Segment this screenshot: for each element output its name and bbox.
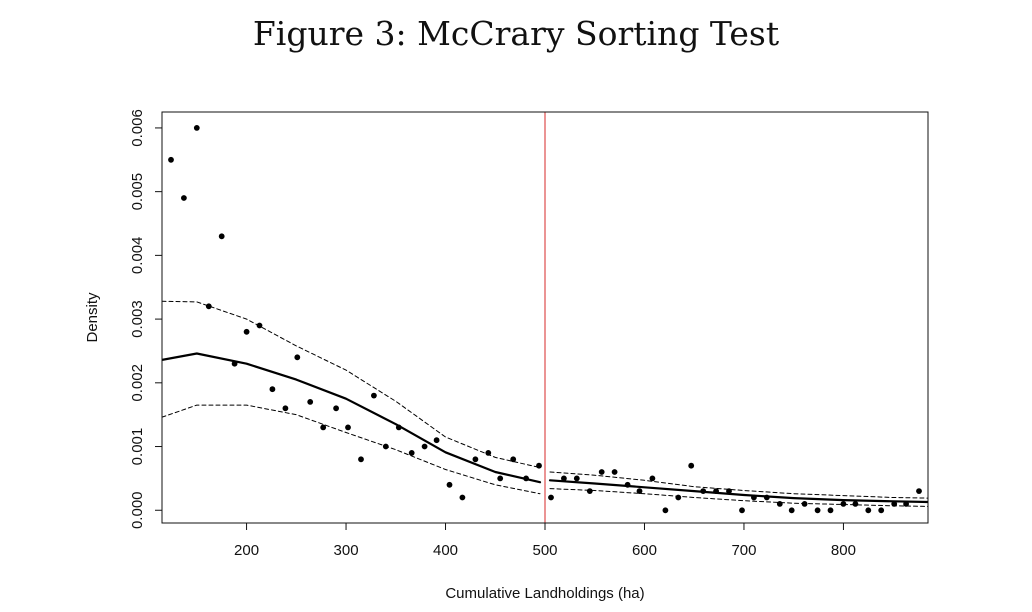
- series-fit-left: [162, 352, 542, 484]
- data-point-34: [598, 469, 605, 475]
- data-point-59: [916, 488, 922, 494]
- data-point-7: [256, 322, 263, 329]
- data-point-1: [181, 195, 187, 201]
- y-axis-title: Density: [84, 292, 101, 343]
- data-point-51: [814, 507, 821, 514]
- data-point-2: [193, 125, 200, 131]
- data-point-33: [586, 488, 593, 494]
- data-point-29: [536, 462, 542, 469]
- data-point-19: [408, 450, 415, 456]
- y-axis: 0.000 0.001 0.002 0.003 0.004 0.005 0.006: [129, 109, 162, 529]
- data-point-21: [433, 437, 440, 444]
- data-point-26: [497, 475, 504, 482]
- data-point-37: [636, 488, 643, 494]
- plot-layer: [162, 112, 928, 523]
- data-point-24: [472, 456, 479, 463]
- x-tick-label-800: 800: [831, 542, 856, 559]
- y-tick-label-0.006: 0.006: [129, 109, 146, 147]
- data-point-38: [649, 475, 656, 482]
- data-point-56: [878, 507, 885, 514]
- figure-title: Figure 3: McCrary Sorting Test: [252, 14, 780, 53]
- y-tick-label-0.002: 0.002: [129, 364, 146, 402]
- series-fit-right: [548, 479, 928, 504]
- data-point-13: [333, 405, 339, 412]
- series-ci-lower-left: [162, 404, 541, 495]
- y-tick-label-0.000: 0.000: [129, 491, 146, 529]
- data-point-18: [395, 424, 402, 431]
- x-axis: 200 300 400 500 600 700 800: [234, 523, 856, 559]
- data-point-53: [840, 501, 847, 507]
- data-point-6: [243, 328, 250, 335]
- data-point-57: [891, 501, 898, 507]
- data-point-49: [788, 507, 795, 514]
- data-point-11: [307, 399, 314, 405]
- x-axis-title: Cumulative Landholdings (ha): [445, 585, 644, 602]
- data-point-48: [776, 501, 783, 507]
- y-tick-label-0.001: 0.001: [129, 428, 146, 466]
- data-point-52: [827, 507, 834, 514]
- data-point-31: [561, 475, 567, 482]
- data-point-35: [611, 469, 618, 475]
- data-point-32: [573, 475, 580, 482]
- x-tick-label-500: 500: [532, 542, 557, 559]
- data-point-22: [446, 481, 453, 488]
- data-point-27: [510, 456, 517, 463]
- data-point-17: [382, 443, 389, 450]
- data-point-23: [459, 494, 466, 501]
- data-point-36: [624, 481, 631, 488]
- data-point-46: [751, 494, 757, 501]
- data-point-43: [713, 488, 719, 494]
- data-point-58: [903, 501, 909, 507]
- data-point-41: [688, 462, 695, 469]
- series-ci-upper-left: [162, 300, 541, 469]
- data-point-50: [801, 501, 808, 507]
- data-point-8: [269, 386, 276, 393]
- series-ci-lower-right: [549, 488, 928, 507]
- data-point-44: [726, 488, 732, 494]
- data-point-5: [231, 360, 238, 367]
- x-tick-label-300: 300: [334, 542, 359, 559]
- x-tick-label-600: 600: [632, 542, 657, 559]
- data-point-39: [662, 507, 669, 514]
- data-point-14: [345, 424, 351, 431]
- data-point-25: [485, 450, 492, 456]
- data-point-4: [218, 233, 225, 240]
- data-point-15: [358, 456, 364, 463]
- data-point-54: [852, 501, 859, 507]
- data-point-16: [371, 392, 377, 399]
- data-point-3: [205, 303, 212, 310]
- data-point-28: [523, 475, 529, 482]
- data-point-20: [421, 443, 428, 450]
- y-tick-label-0.005: 0.005: [129, 173, 146, 211]
- x-tick-label-200: 200: [234, 542, 259, 559]
- data-point-10: [294, 354, 301, 361]
- data-point-55: [865, 507, 872, 514]
- data-point-47: [763, 494, 770, 501]
- data-point-12: [320, 424, 327, 431]
- data-point-0: [168, 156, 174, 163]
- data-point-30: [548, 494, 554, 501]
- x-tick-label-700: 700: [731, 542, 756, 559]
- data-point-9: [282, 405, 289, 412]
- data-point-40: [675, 494, 682, 501]
- data-point-42: [700, 488, 707, 494]
- y-tick-label-0.003: 0.003: [129, 300, 146, 338]
- x-tick-label-400: 400: [433, 542, 458, 559]
- data-point-45: [739, 507, 745, 514]
- y-tick-label-0.004: 0.004: [129, 237, 146, 275]
